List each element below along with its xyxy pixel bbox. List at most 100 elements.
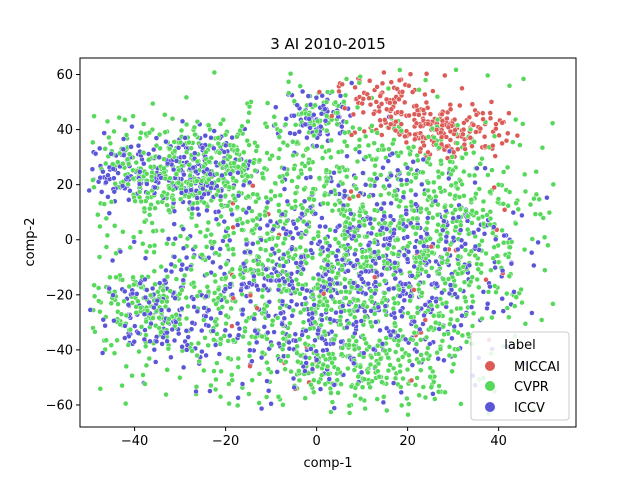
point-iccv xyxy=(286,345,293,352)
point-cvpr xyxy=(96,298,102,304)
point-cvpr xyxy=(458,222,464,228)
point-iccv xyxy=(399,313,405,320)
point-iccv xyxy=(153,135,160,141)
point-iccv xyxy=(362,182,369,188)
point-cvpr xyxy=(208,382,214,389)
point-iccv xyxy=(164,338,170,344)
point-cvpr xyxy=(398,384,404,390)
point-cvpr xyxy=(169,115,176,122)
point-iccv xyxy=(215,208,222,215)
point-cvpr xyxy=(406,352,412,358)
point-cvpr xyxy=(282,235,288,242)
point-miccai xyxy=(406,83,412,89)
point-cvpr xyxy=(123,132,130,138)
point-iccv xyxy=(110,292,116,298)
point-iccv xyxy=(250,241,256,247)
point-cvpr xyxy=(411,208,417,214)
point-cvpr xyxy=(321,183,327,190)
point-cvpr xyxy=(123,363,130,370)
point-cvpr xyxy=(448,203,454,209)
point-cvpr xyxy=(382,347,388,354)
point-cvpr xyxy=(513,294,520,300)
point-cvpr xyxy=(212,386,219,393)
point-miccai xyxy=(392,99,398,106)
point-iccv xyxy=(450,215,456,222)
point-cvpr xyxy=(410,144,417,150)
point-cvpr xyxy=(143,362,150,369)
point-cvpr xyxy=(311,132,317,139)
point-iccv xyxy=(144,287,150,293)
point-cvpr xyxy=(259,349,266,356)
point-cvpr xyxy=(483,250,489,257)
point-iccv xyxy=(348,80,355,86)
point-cvpr xyxy=(404,395,410,402)
point-cvpr xyxy=(197,229,204,235)
point-cvpr xyxy=(346,410,353,416)
point-cvpr xyxy=(341,99,347,105)
point-cvpr xyxy=(127,326,134,333)
point-cvpr xyxy=(311,377,317,383)
point-iccv xyxy=(433,281,440,287)
point-cvpr xyxy=(546,209,553,216)
point-cvpr xyxy=(399,354,406,360)
point-cvpr xyxy=(177,139,184,146)
point-cvpr xyxy=(495,196,502,202)
point-cvpr xyxy=(500,169,507,175)
point-iccv xyxy=(280,263,287,269)
point-cvpr xyxy=(284,171,290,177)
y-tick-label: −60 xyxy=(46,398,73,413)
point-cvpr xyxy=(222,234,228,240)
point-cvpr xyxy=(140,372,146,378)
point-cvpr xyxy=(263,204,270,211)
point-cvpr xyxy=(414,152,420,159)
point-iccv xyxy=(535,239,541,246)
point-cvpr xyxy=(269,258,276,265)
point-cvpr xyxy=(398,128,405,134)
point-cvpr xyxy=(187,172,193,179)
point-iccv xyxy=(466,262,473,269)
point-miccai xyxy=(350,111,357,118)
legend-marker-cvpr xyxy=(485,381,495,391)
chart-title: 3 AI 2010-2015 xyxy=(270,35,386,53)
point-cvpr xyxy=(473,191,479,197)
point-iccv xyxy=(164,160,171,167)
point-cvpr xyxy=(380,183,387,190)
point-cvpr xyxy=(415,157,421,164)
point-iccv xyxy=(156,280,163,286)
point-cvpr xyxy=(309,255,316,261)
point-cvpr xyxy=(223,320,229,327)
point-cvpr xyxy=(522,188,529,195)
point-miccai xyxy=(413,103,420,109)
point-iccv xyxy=(377,327,383,334)
point-miccai xyxy=(430,88,436,94)
point-cvpr xyxy=(521,171,528,178)
point-iccv xyxy=(222,286,229,292)
point-cvpr xyxy=(328,390,334,396)
point-cvpr xyxy=(101,201,108,207)
point-cvpr xyxy=(145,157,152,163)
point-cvpr xyxy=(538,317,545,323)
point-cvpr xyxy=(469,220,475,226)
point-cvpr xyxy=(163,391,169,398)
point-cvpr xyxy=(299,205,306,211)
point-miccai xyxy=(506,110,512,116)
point-cvpr xyxy=(302,163,308,169)
point-iccv xyxy=(188,326,195,332)
point-iccv xyxy=(213,216,220,222)
point-miccai xyxy=(230,224,236,231)
point-iccv xyxy=(475,226,482,233)
point-cvpr xyxy=(390,244,397,251)
point-iccv xyxy=(442,246,448,253)
point-iccv xyxy=(103,179,109,186)
point-cvpr xyxy=(329,360,335,366)
point-iccv xyxy=(189,320,196,326)
point-cvpr xyxy=(256,157,263,163)
point-iccv xyxy=(208,185,214,191)
point-cvpr xyxy=(279,178,286,185)
point-iccv xyxy=(193,388,199,395)
point-iccv xyxy=(189,205,196,212)
point-iccv xyxy=(99,350,106,356)
point-miccai xyxy=(403,139,410,146)
point-cvpr xyxy=(519,299,525,306)
point-cvpr xyxy=(351,314,358,321)
